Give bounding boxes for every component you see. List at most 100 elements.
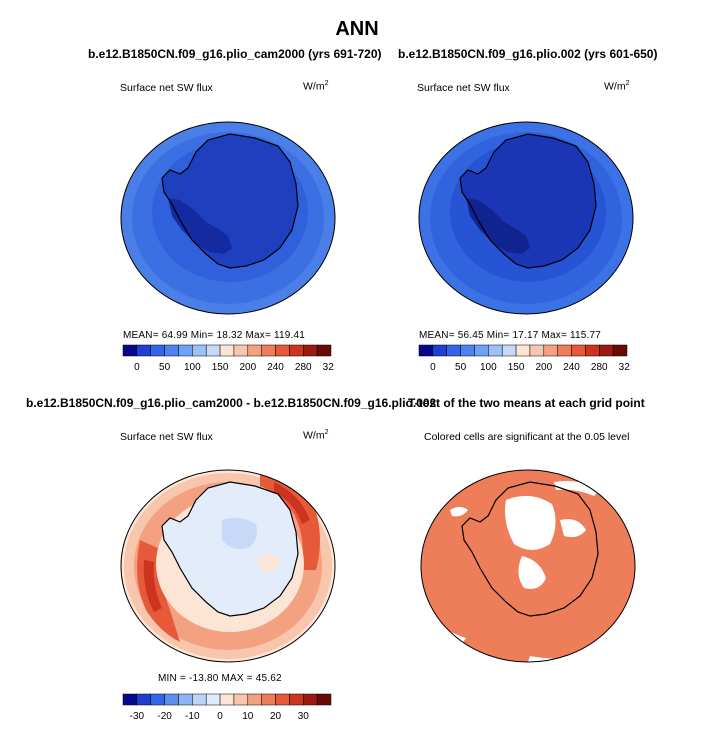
panel-3-units: W/m2 <box>303 429 329 442</box>
nonsignificant-patch <box>518 556 546 589</box>
panel-2-variable: Surface net SW flux <box>417 82 510 94</box>
colorbar-swatch <box>316 693 332 706</box>
colorbar-tick-label: 30 <box>298 711 310 722</box>
map-boundary <box>120 469 336 663</box>
colorbar-swatch <box>192 693 207 706</box>
colorbar-swatch <box>205 693 221 706</box>
colorbar-swatch <box>150 693 165 706</box>
colorbar-tick-label: 200 <box>535 362 552 373</box>
colorbar-swatch <box>446 344 461 357</box>
positive-patch <box>257 554 280 572</box>
colorbar-swatch <box>233 693 249 706</box>
colorbar-swatch <box>303 693 318 706</box>
colorbar-swatch <box>289 344 304 357</box>
panel-2-header: b.e12.B1850CN.f09_g16.plio.002 (yrs 601-… <box>398 47 658 61</box>
northeast-maximum <box>274 482 310 524</box>
colorbar-swatch <box>316 344 332 357</box>
colorbar-tick-label: 0 <box>217 711 223 722</box>
panel-4-header: T-test of the two means at each grid poi… <box>408 396 645 410</box>
panel-1-colorbar: 0 50 100 150 200 240 280 320 <box>122 344 334 373</box>
colorbar-tick-label: 320 <box>323 362 334 373</box>
colorbar-swatch <box>418 344 434 357</box>
colorbar-swatch <box>178 344 193 357</box>
colorbar-swatch <box>136 693 151 706</box>
colorbar-swatch <box>599 344 614 357</box>
colorbar-swatch <box>557 344 572 357</box>
colorbar-swatch <box>515 344 531 357</box>
antarctica-coastline <box>161 133 299 269</box>
panel-1-variable: Surface net SW flux <box>120 82 213 94</box>
nonsignificant-patch <box>450 507 468 517</box>
negative-patch <box>222 517 257 549</box>
panel-4-map <box>420 469 636 663</box>
colorbar-swatch <box>275 344 290 357</box>
colorbar-tick-label: -10 <box>185 711 200 722</box>
colorbar-swatch <box>247 344 262 357</box>
colorbar-tick-label: 0 <box>430 362 436 373</box>
colorbar-tick-label: 240 <box>267 362 284 373</box>
panel-3-colorbar: -30 -20 -10 0 10 20 30 <box>122 693 332 722</box>
colorbar-swatch <box>261 693 276 706</box>
colorbar-tick-label: 320 <box>619 362 630 373</box>
panel-3-header: b.e12.B1850CN.f09_g16.plio_cam2000 - b.e… <box>26 396 437 410</box>
colorbar-swatch <box>136 344 151 357</box>
colorbar-tick-label: 100 <box>480 362 497 373</box>
colorbar-tick-label: -30 <box>130 711 145 722</box>
nonsignificant-patch <box>560 519 586 538</box>
antarctica-field <box>162 482 298 616</box>
colorbar-swatch <box>205 344 221 357</box>
colorbar-swatch <box>261 344 276 357</box>
colorbar-tick-label: 0 <box>134 362 140 373</box>
panel-1-header: b.e12.B1850CN.f09_g16.plio_cam2000 (yrs … <box>88 47 382 61</box>
colorbar-swatch <box>529 344 545 357</box>
panel-2-stats: MEAN= 56.45 Min= 17.17 Max= 115.77 <box>419 330 602 341</box>
colorbar-swatch <box>585 344 600 357</box>
ross-sea-field <box>466 198 530 254</box>
panel-1-map <box>120 121 336 315</box>
west-maximum <box>143 560 162 612</box>
colorbar-swatch <box>303 344 318 357</box>
nonsignificant-patch <box>505 495 556 550</box>
colorbar-tick-label: 50 <box>455 362 467 373</box>
colorbar-swatch <box>192 344 207 357</box>
map-boundary <box>418 121 634 315</box>
panel-2-units: W/m2 <box>604 80 630 93</box>
colorbar-swatch <box>612 344 628 357</box>
panel-4-note: Colored cells are significant at the 0.0… <box>424 431 630 443</box>
panel-3-stats: MIN = -13.80 MAX = 45.62 <box>158 673 282 684</box>
panel-3-map <box>120 469 336 663</box>
colorbar-swatch <box>247 693 262 706</box>
colorbar-tick-label: 280 <box>295 362 312 373</box>
colorbar-tick-label: 240 <box>563 362 580 373</box>
panel-1-stats: MEAN= 64.99 Min= 18.32 Max= 119.41 <box>123 330 306 341</box>
colorbar-swatch <box>219 344 235 357</box>
colorbar-tick-label: 200 <box>239 362 256 373</box>
map-boundary <box>120 121 336 315</box>
colorbar-swatch <box>474 344 489 357</box>
colorbar-swatch <box>460 344 475 357</box>
colorbar-swatch <box>501 344 517 357</box>
ross-sea-field <box>168 198 232 254</box>
colorbar-tick-label: 10 <box>242 711 254 722</box>
colorbar-swatch <box>275 693 290 706</box>
colorbar-swatch <box>233 344 249 357</box>
colorbar-swatch <box>178 693 193 706</box>
colorbar-swatch <box>543 344 558 357</box>
colorbar-tick-label: 50 <box>159 362 171 373</box>
colorbar-swatch <box>164 344 179 357</box>
colorbar-tick-label: -20 <box>157 711 172 722</box>
colorbar-swatch <box>289 693 304 706</box>
colorbar-swatch <box>571 344 586 357</box>
colorbar-swatch <box>219 693 235 706</box>
colorbar-swatch <box>432 344 447 357</box>
panel-2-colorbar: 0 50 100 150 200 240 280 320 <box>418 344 630 373</box>
colorbar-swatch <box>122 693 138 706</box>
colorbar-swatch <box>150 344 165 357</box>
colorbar-tick-label: 150 <box>212 362 229 373</box>
colorbar-swatch <box>164 693 179 706</box>
northeast-anomaly <box>260 474 320 570</box>
panel-1-units: W/m2 <box>303 80 329 93</box>
colorbar-tick-label: 280 <box>591 362 608 373</box>
colorbar-swatch <box>488 344 503 357</box>
panel-3-variable: Surface net SW flux <box>120 431 213 443</box>
